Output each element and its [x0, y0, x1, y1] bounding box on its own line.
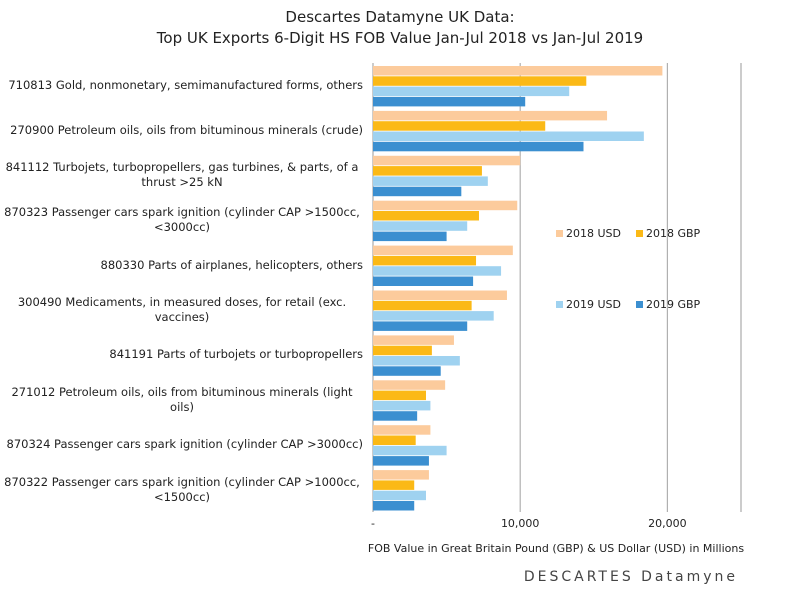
category-text: 271012 Petroleum oils, oils from bitumin… — [11, 384, 353, 414]
bar — [373, 66, 663, 76]
x-tick-label: 10,000 — [501, 517, 540, 530]
x-tick-label: - — [371, 517, 375, 530]
bar — [373, 300, 472, 311]
legend-label: 2019 USD — [566, 298, 621, 311]
bar — [373, 86, 570, 97]
bar — [373, 311, 494, 321]
category-text: 870323 Passenger cars spark ignition (cy… — [4, 205, 360, 235]
bar — [373, 266, 502, 276]
category-text: 841112 Turbojets, turbopropellers, gas t… — [5, 160, 359, 190]
category-text: 841191 Parts of turbojets or turbopropel… — [109, 347, 363, 362]
y-tick-label: 870322 Passenger cars spark ignition (cy… — [0, 467, 363, 512]
legend-swatch — [556, 301, 563, 308]
bar — [373, 366, 441, 376]
bar — [373, 480, 415, 490]
bar — [373, 425, 431, 435]
legend-swatch — [636, 301, 643, 308]
bar — [373, 456, 429, 466]
bar — [373, 356, 460, 366]
bar — [373, 221, 468, 231]
bar — [373, 490, 426, 501]
y-tick-label: 710813 Gold, nonmonetary, semimanufactur… — [0, 63, 363, 108]
bar — [373, 211, 479, 221]
category-text: 880330 Parts of airplanes, helicopters, … — [100, 257, 363, 272]
bar — [373, 121, 546, 131]
chart-title: Descartes Datamyne UK Data: — [285, 8, 515, 26]
category-text: 870324 Passenger cars spark ignition (cy… — [6, 437, 364, 452]
bar — [373, 131, 644, 141]
y-tick-label: 271012 Petroleum oils, oils from bitumin… — [0, 377, 363, 422]
bar — [373, 435, 416, 445]
bar — [373, 255, 477, 266]
bar — [373, 176, 488, 186]
bar — [373, 276, 474, 286]
category-text: 270900 Petroleum oils, oils from bitumin… — [10, 122, 363, 137]
category-text: 710813 Gold, nonmonetary, semimanufactur… — [8, 77, 363, 92]
legend-label: 2019 GBP — [646, 298, 701, 311]
bar — [373, 110, 608, 121]
bar — [373, 166, 482, 176]
legend-label: 2018 USD — [566, 227, 621, 240]
bar — [373, 335, 454, 345]
bar — [373, 400, 431, 411]
bar — [373, 76, 587, 86]
bar — [373, 96, 526, 107]
y-tick-label: 870323 Passenger cars spark ignition (cy… — [0, 198, 363, 243]
bar — [373, 155, 521, 166]
logo: DESCARTES Datamyne — [523, 569, 738, 585]
bar — [373, 290, 507, 300]
bar — [373, 321, 468, 331]
y-tick-label: 841112 Turbojets, turbopropellers, gas t… — [0, 153, 363, 198]
bar — [373, 345, 432, 356]
y-tick-label: 870324 Passenger cars spark ignition (cy… — [0, 422, 364, 467]
bar — [373, 380, 446, 390]
bar — [373, 141, 584, 152]
legend-swatch — [556, 230, 563, 237]
x-axis-label: FOB Value in Great Britain Pound (GBP) &… — [368, 542, 744, 555]
y-tick-label: 841191 Parts of turbojets or turbopropel… — [0, 332, 363, 377]
bar — [373, 186, 462, 197]
bar — [373, 231, 447, 242]
bar — [373, 411, 418, 421]
category-text: 300490 Medicaments, in measured doses, f… — [17, 294, 347, 324]
bar — [373, 470, 429, 480]
bar — [373, 501, 415, 511]
x-tick-label: 20,000 — [648, 517, 687, 530]
bar — [373, 245, 513, 256]
category-text: 870322 Passenger cars spark ignition (cy… — [4, 474, 360, 504]
bar — [373, 200, 518, 211]
y-tick-label: 270900 Petroleum oils, oils from bitumin… — [0, 108, 363, 153]
chart-subtitle: Top UK Exports 6-Digit HS FOB Value Jan-… — [156, 29, 644, 47]
y-tick-label: 880330 Parts of airplanes, helicopters, … — [0, 243, 363, 288]
bar — [373, 445, 447, 456]
legend-swatch — [636, 230, 643, 237]
y-tick-label: 300490 Medicaments, in measured doses, f… — [0, 288, 363, 333]
bar — [373, 390, 426, 401]
legend-label: 2018 GBP — [646, 227, 701, 240]
